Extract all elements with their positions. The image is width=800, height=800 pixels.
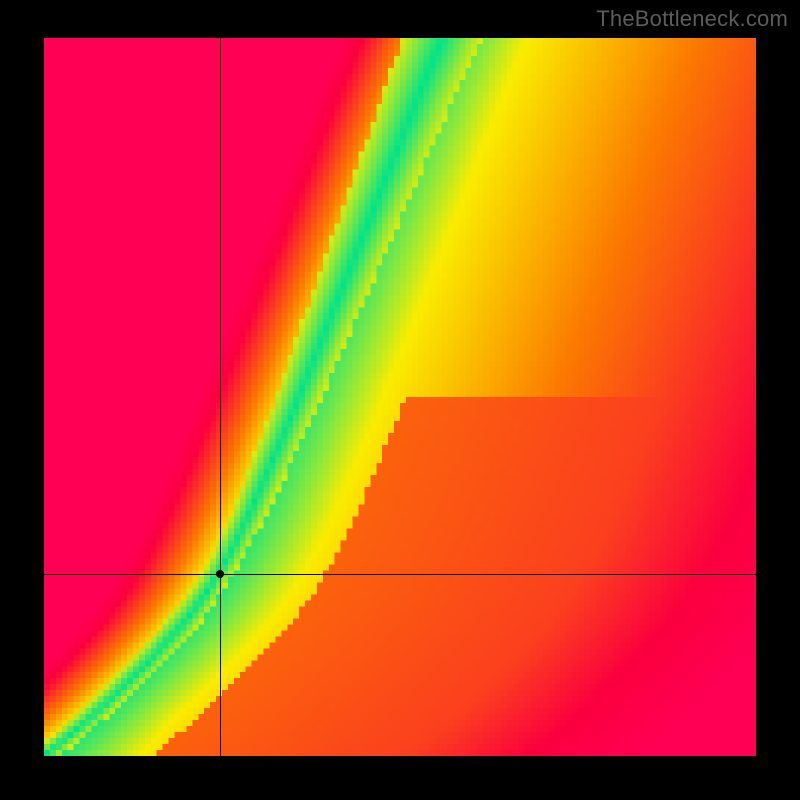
crosshair-vertical [220,38,221,756]
plot-area [44,38,756,756]
crosshair-marker [216,570,224,578]
heatmap-canvas [44,38,756,756]
watermark-text: TheBottleneck.com [596,6,788,32]
crosshair-horizontal [44,574,756,575]
